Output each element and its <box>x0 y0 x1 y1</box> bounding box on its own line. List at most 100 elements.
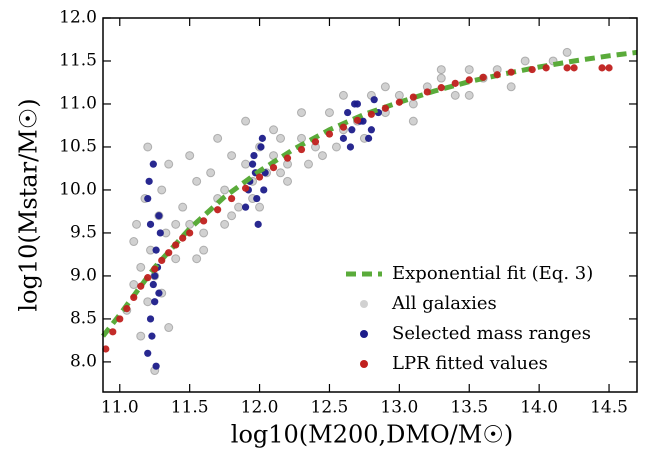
point <box>192 254 202 264</box>
point <box>258 134 266 142</box>
point <box>102 345 110 353</box>
point <box>220 219 230 229</box>
point <box>367 110 375 118</box>
point <box>143 297 153 307</box>
point <box>164 323 174 333</box>
point <box>171 219 181 229</box>
point <box>344 108 352 117</box>
point <box>303 159 313 169</box>
point <box>146 220 155 228</box>
legend-marker <box>360 330 368 338</box>
point <box>214 206 222 214</box>
point <box>283 154 292 162</box>
point <box>297 133 307 143</box>
point <box>605 64 613 72</box>
point <box>149 280 157 289</box>
point <box>253 194 261 203</box>
point <box>109 328 117 336</box>
point <box>394 90 404 100</box>
point <box>185 151 195 161</box>
point <box>206 168 216 178</box>
y-tick-label: 12.0 <box>59 8 97 28</box>
legend-label: LPR fitted values <box>392 353 548 374</box>
point <box>186 229 194 237</box>
y-tick-label: 8.5 <box>70 308 97 328</box>
point <box>276 133 286 143</box>
point <box>199 228 209 238</box>
point <box>136 331 146 341</box>
point <box>254 220 262 228</box>
point <box>250 151 258 160</box>
point <box>157 185 167 195</box>
x-tick-label: 14.5 <box>590 398 628 418</box>
point <box>331 142 341 152</box>
x-tick-label: 13.5 <box>450 398 488 418</box>
point <box>598 64 606 72</box>
point <box>241 159 251 169</box>
point <box>269 125 279 135</box>
y-tick-label: 11.5 <box>59 50 97 70</box>
point <box>451 79 459 87</box>
point <box>562 47 572 57</box>
y-axis-label: log10(Mstar/M☉) <box>15 98 43 311</box>
point <box>367 126 375 134</box>
point <box>248 160 257 168</box>
legend-label: Exponential fit (Eq. 3) <box>392 263 593 284</box>
point <box>171 254 181 264</box>
y-tick-label: 9.5 <box>70 222 97 242</box>
point <box>464 90 474 100</box>
point <box>464 65 474 75</box>
point <box>151 272 159 280</box>
point <box>143 142 153 152</box>
legend-marker <box>360 300 368 308</box>
y-tick-label: 10.0 <box>59 179 97 199</box>
point <box>325 130 334 138</box>
point <box>563 64 571 72</box>
point <box>241 203 250 211</box>
point <box>155 212 163 220</box>
point <box>479 73 487 81</box>
legend-label: Selected mass ranges <box>392 323 591 344</box>
point <box>570 64 578 72</box>
point <box>164 159 174 169</box>
point <box>255 202 265 212</box>
point <box>520 56 530 66</box>
point <box>227 151 237 161</box>
legend-label: All galaxies <box>391 293 497 314</box>
point <box>116 315 124 323</box>
point <box>137 282 145 290</box>
point <box>130 293 138 302</box>
point <box>283 176 293 186</box>
y-tick-label: 9.0 <box>70 265 97 285</box>
point <box>241 116 251 126</box>
point <box>353 116 362 124</box>
point <box>507 68 515 76</box>
point <box>408 116 418 126</box>
point <box>450 90 460 100</box>
point <box>437 84 445 92</box>
point <box>234 202 244 212</box>
point <box>380 82 390 92</box>
point <box>152 246 160 254</box>
point <box>132 219 142 229</box>
point <box>144 349 152 357</box>
point <box>148 332 156 340</box>
point <box>178 202 188 212</box>
x-tick-label: 11.0 <box>101 398 139 418</box>
point <box>156 229 164 237</box>
point <box>348 126 356 134</box>
point <box>165 249 173 257</box>
point <box>346 143 355 151</box>
point <box>136 262 146 272</box>
point <box>220 185 230 195</box>
point <box>324 108 334 118</box>
point <box>152 362 160 370</box>
point <box>436 73 446 83</box>
point <box>311 138 320 146</box>
fit-line <box>101 49 638 338</box>
point <box>365 134 373 142</box>
y-tick-label: 10.5 <box>59 136 97 156</box>
point <box>255 173 264 181</box>
y-tick-label: 8.0 <box>70 351 97 371</box>
